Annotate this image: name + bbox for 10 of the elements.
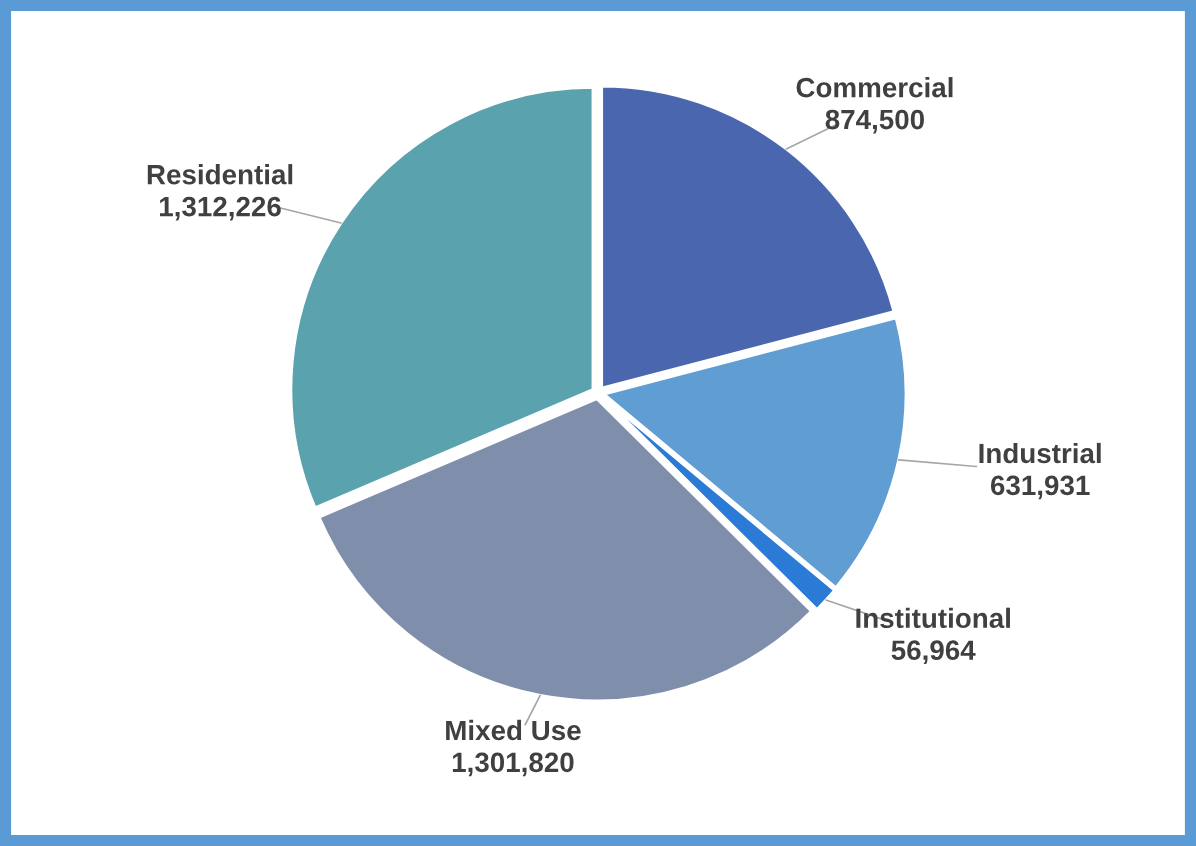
slice-label: Residential [147,164,293,185]
data-label: 631,931 [990,475,1090,500]
data-label: 1,301,820 [452,752,574,777]
slice-label: Industrial [979,442,1101,464]
slice-label: Institutional [856,607,1010,629]
data-label: 56,964 [891,640,976,665]
data-label: 874,500 [825,109,924,134]
data-label: 1,312,226 [160,196,281,221]
slice-label: Commercial [796,77,953,98]
slice-label: Mixed Use [446,719,581,741]
